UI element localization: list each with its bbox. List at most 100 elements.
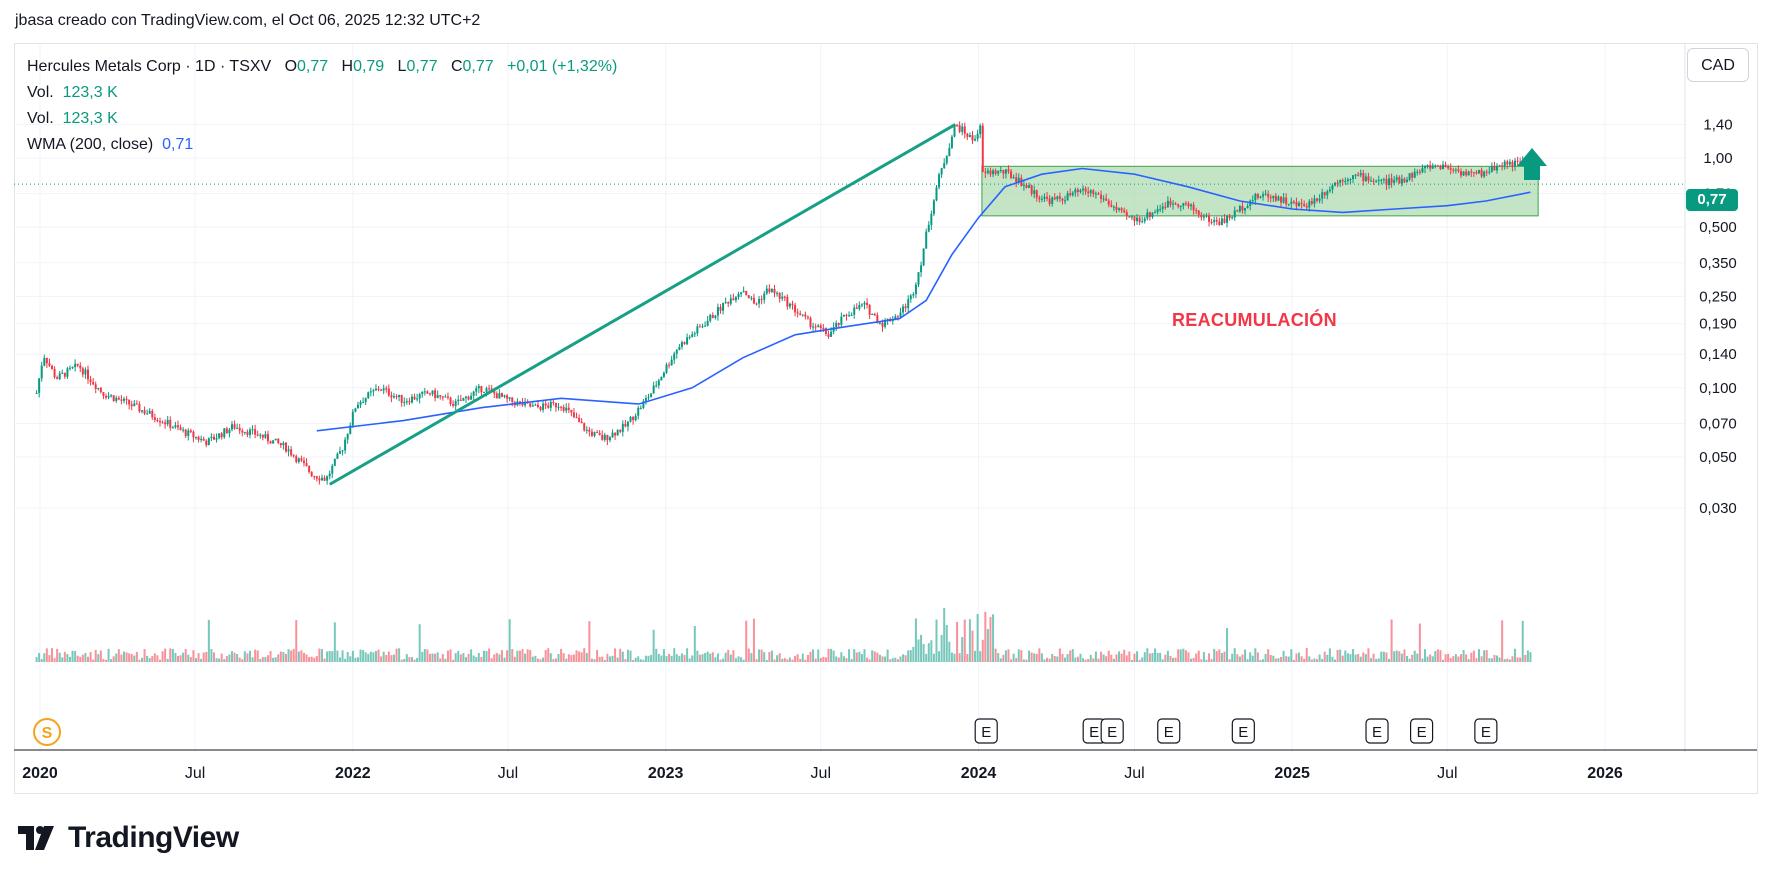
volume-bar [74,651,77,662]
candle-body [320,477,323,481]
candle-body [956,124,959,126]
earnings-marker: E [1157,718,1181,744]
volume-bar [179,655,182,662]
candle-body [1326,191,1329,196]
earnings-marker-box [1474,718,1498,744]
candle-body [1447,166,1450,169]
candle-body [1467,171,1470,176]
legend-vol-2[interactable]: Vol. 123,3 K [27,106,617,132]
volume-bar [320,649,323,662]
volume-bar [1267,649,1270,662]
volume-bar [763,652,766,662]
candle-body [1408,173,1411,180]
candle-body [552,401,555,403]
volume-bar [1308,656,1311,662]
volume-bar [1025,659,1028,662]
currency-button[interactable]: CAD [1687,48,1749,82]
volume-bar [151,656,154,662]
candle-body [1313,198,1316,204]
candle-body [1413,171,1416,178]
volume-bar [1056,656,1059,662]
candle-body [1143,218,1146,222]
candle-body [1138,217,1141,223]
volume-bar [356,657,359,662]
candle-body [1442,164,1445,170]
volume-bar [1290,649,1293,662]
volume-bar [1082,658,1085,662]
volume-bar [598,656,601,662]
candle-body [130,404,133,407]
candle-body [369,391,372,393]
volume-bar [1346,653,1349,662]
legend-vol-1[interactable]: Vol. 123,3 K [27,80,617,106]
volume-bar [246,653,249,662]
candle-body [1328,189,1331,192]
candle-body [1269,197,1272,199]
volume-bar [459,654,462,662]
volume-bar [485,651,488,662]
volume-bar [1061,653,1064,662]
candle-body [464,396,467,399]
volume-bar [292,648,295,662]
volume-bar [243,651,246,662]
candle-body [1421,168,1424,173]
candle-body [1074,189,1077,193]
candle-body [349,425,352,434]
candle-body [814,326,817,328]
volume-bar [1084,659,1087,662]
volume-bar [1478,649,1481,662]
volume-bar [1038,648,1041,662]
volume-bar [56,648,59,662]
volume-bar [1058,648,1061,662]
volume-bar [1040,653,1043,662]
chart-credit: jbasa creado con TradingView.com, el Oct… [15,12,481,29]
candle-body [218,433,221,439]
dividends-badge[interactable]: S [33,718,61,746]
volume-bar [1166,650,1169,662]
volume-bar [269,651,272,662]
candle-body [68,367,71,369]
legend-wma[interactable]: WMA (200, close) 0,71 [27,132,617,158]
candle-body [1030,185,1033,194]
volume-bar [1159,652,1162,662]
tradingview-logo[interactable]: TradingView [18,821,239,855]
candle-body [1105,198,1108,201]
candle-body [1370,180,1373,182]
candle-body [1148,212,1151,217]
volume-bar [572,654,575,662]
volume-bar [428,653,431,662]
legend-symbol[interactable]: Hercules Metals Corp · 1D · TSXV [27,58,272,75]
candle-body [1298,202,1301,206]
candle-body [675,349,678,354]
candle-body [740,292,743,294]
volume-bar [706,651,709,662]
volume-bar [1400,653,1403,662]
volume-bar [992,614,995,662]
candle-body [704,325,707,327]
volume-bar [58,652,61,662]
volume-bar [43,653,46,662]
wma-value: 0,71 [162,136,194,153]
earnings-marker-box [1409,718,1434,744]
candle-body [194,436,197,438]
volume-bar [102,658,105,662]
volume-bar [143,649,146,662]
candle-body [410,396,413,403]
candle-body [904,306,907,309]
volume-bar [1416,653,1419,662]
reaccumulation-label: REACUMULACIÓN [1172,310,1337,330]
volume-bar [187,654,190,662]
volume-bar [860,653,863,662]
candle-body [446,396,449,398]
volume-bar [45,648,48,662]
earnings-marker-box [1365,718,1389,744]
candle-body [287,449,290,452]
volume-bar [287,649,290,662]
candle-body [238,427,241,431]
candle-body [637,407,640,416]
candle-body [117,397,120,400]
up-arrow-shape [1517,148,1547,180]
volume-bar [1197,650,1200,662]
earnings-marker: E [1231,718,1255,744]
